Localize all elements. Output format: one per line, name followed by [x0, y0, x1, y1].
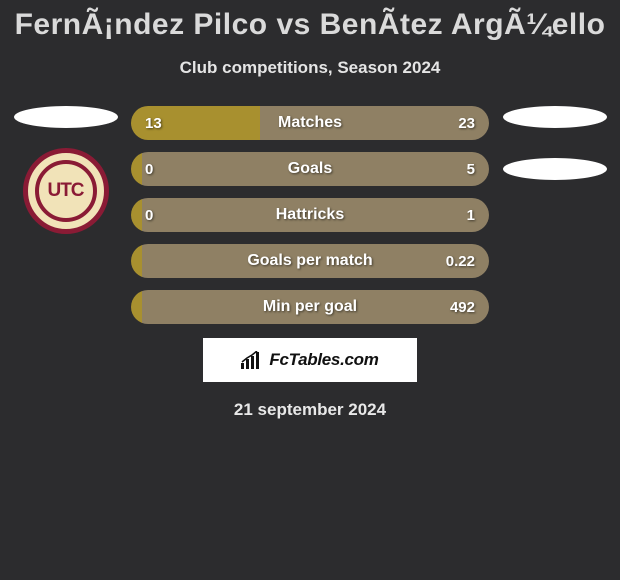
left-team-column: UTC	[0, 106, 125, 324]
right-team-column	[495, 106, 620, 324]
date-line: 21 september 2024	[0, 400, 620, 420]
stat-label: Hattricks	[131, 198, 489, 232]
stat-bar: Hattricks0 1	[131, 198, 489, 232]
bar-chart-icon	[241, 351, 263, 369]
source-badge: FcTables.com	[203, 338, 417, 382]
content-row: UTC Matches1323Goals05Hattricks01Goals p…	[0, 106, 620, 324]
stat-value-left: 0	[145, 152, 153, 186]
stat-bar: Min per goal492	[131, 290, 489, 324]
left-club-badge-text: UTC	[35, 160, 97, 222]
stat-value-right: 5	[467, 152, 475, 186]
page-title: FernÃ¡ndez Pilco vs BenÃ­tez ArgÃ¼ello	[0, 0, 620, 42]
stat-bar: Goals0 5	[131, 152, 489, 186]
right-flag-icon	[503, 106, 607, 128]
left-flag-icon	[14, 106, 118, 128]
right-club-badge-placeholder	[503, 158, 607, 180]
stat-bar: Matches13 23	[131, 106, 489, 140]
stat-value-right: 0.22	[446, 244, 475, 278]
stat-label: Matches	[131, 106, 489, 140]
stat-label: Min per goal	[131, 290, 489, 324]
stat-value-right: 23	[458, 106, 475, 140]
left-club-badge: UTC	[23, 148, 109, 234]
stat-value-right: 1	[467, 198, 475, 232]
comparison-infographic: FernÃ¡ndez Pilco vs BenÃ­tez ArgÃ¼ello C…	[0, 0, 620, 580]
stats-column: Matches1323Goals05Hattricks01Goals per m…	[125, 106, 495, 324]
stat-label: Goals per match	[131, 244, 489, 278]
subtitle: Club competitions, Season 2024	[0, 58, 620, 78]
stat-value-left: 13	[145, 106, 162, 140]
source-label: FcTables.com	[269, 350, 378, 370]
stat-label: Goals	[131, 152, 489, 186]
stat-value-left: 0	[145, 198, 153, 232]
stat-value-right: 492	[450, 290, 475, 324]
stat-bar: Goals per match0.22	[131, 244, 489, 278]
